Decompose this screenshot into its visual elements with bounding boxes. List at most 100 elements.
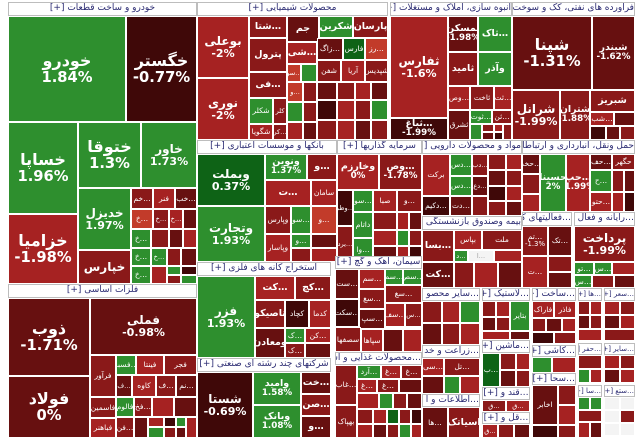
stock-tile[interactable] <box>373 424 387 438</box>
stock-tile[interactable] <box>620 410 635 423</box>
stock-tile[interactable]: …غ <box>357 379 377 393</box>
stock-tile[interactable]: تاصیکو <box>255 300 285 328</box>
stock-tile[interactable] <box>397 212 409 230</box>
stock-tile[interactable] <box>373 409 387 424</box>
stock-tile[interactable]: …کت <box>255 276 295 300</box>
stock-tile[interactable] <box>488 201 506 216</box>
stock-tile[interactable]: …خ <box>131 229 151 248</box>
stock-tile[interactable] <box>620 369 635 383</box>
stock-tile[interactable]: …تم -1.3% <box>522 226 548 256</box>
stock-tile[interactable] <box>337 100 355 120</box>
stock-tile[interactable] <box>454 262 474 288</box>
sector-header-lastik[interactable]: …لاستیک [+] <box>482 288 530 301</box>
stock-tile[interactable]: …ت <box>265 180 311 206</box>
stock-tile[interactable]: خدیزل 1.97% <box>78 188 131 250</box>
stock-tile[interactable]: خودرو 1.84% <box>8 16 126 122</box>
stock-tile[interactable] <box>399 424 411 438</box>
stock-tile[interactable]: …خ <box>151 248 167 266</box>
stock-tile[interactable] <box>522 194 540 212</box>
stock-tile[interactable]: …خ <box>131 248 151 266</box>
sector-header-haml[interactable]: حمل ونقل، انبارداری و ارتباطات [+] <box>522 140 635 154</box>
stock-tile[interactable] <box>590 422 602 438</box>
stock-tile[interactable]: ونوین 1.37% <box>265 154 307 180</box>
stock-tile[interactable] <box>510 331 530 340</box>
stock-tile[interactable] <box>317 120 337 140</box>
stock-tile[interactable] <box>337 82 355 100</box>
stock-tile[interactable] <box>604 301 620 315</box>
stock-tile[interactable] <box>409 230 422 246</box>
stock-tile[interactable]: جم <box>287 16 319 42</box>
sector-header-anbooh[interactable]: انبوه سازی، املاک و مستغلات [+] <box>390 2 512 16</box>
stock-tile[interactable]: …س <box>574 275 592 288</box>
stock-tile[interactable] <box>548 272 572 288</box>
stock-tile[interactable]: …وظر <box>337 190 353 226</box>
stock-tile[interactable] <box>590 369 602 383</box>
stock-tile[interactable]: …صن <box>301 394 331 416</box>
stock-tile[interactable] <box>174 397 197 417</box>
stock-tile[interactable]: …ق <box>482 424 498 438</box>
stock-tile[interactable] <box>482 317 496 331</box>
stock-tile[interactable] <box>311 248 337 262</box>
stock-tile[interactable] <box>373 212 397 230</box>
stock-tile[interactable]: وآذر <box>478 52 512 86</box>
stock-tile[interactable]: …و <box>311 206 337 234</box>
stock-tile[interactable]: خساپا 1.96% <box>8 122 78 214</box>
stock-tile[interactable] <box>488 154 506 170</box>
stock-tile[interactable]: …سغ <box>359 289 385 309</box>
stock-tile[interactable]: ثامید <box>448 52 478 86</box>
stock-tile[interactable]: وپاسار <box>265 234 291 262</box>
stock-tile[interactable] <box>387 424 399 438</box>
stock-tile[interactable]: …سغ <box>385 285 422 303</box>
sector-header-komaki[interactable]: …فعالیتهای کمکی [+] <box>522 212 572 226</box>
stock-tile[interactable] <box>399 379 422 393</box>
stock-tile[interactable]: …ک <box>285 328 305 343</box>
stock-tile[interactable]: …ثوت <box>470 110 492 124</box>
sector-header-rayaneh[interactable]: …رایانه و فعال [+] <box>574 212 635 226</box>
stock-tile[interactable]: …دس <box>450 154 472 176</box>
stock-tile[interactable]: …کت <box>422 262 454 288</box>
stock-tile[interactable] <box>498 424 514 438</box>
stock-tile[interactable]: حگهر <box>612 154 635 170</box>
stock-tile[interactable]: …شتا <box>249 16 287 38</box>
stock-tile[interactable]: …دب <box>472 154 488 176</box>
sector-header-ghand[interactable]: …قند و [+] <box>482 387 530 400</box>
stock-tile[interactable]: …س <box>405 303 422 327</box>
stock-tile[interactable] <box>422 323 442 345</box>
stock-tile[interactable]: …غاب <box>335 365 357 405</box>
stock-tile[interactable] <box>506 186 522 201</box>
stock-tile[interactable]: شتران-1.88% <box>560 90 590 140</box>
stock-tile[interactable]: …حتو <box>590 192 612 212</box>
stock-tile[interactable]: شبریز <box>590 90 635 112</box>
stock-tile[interactable]: …شب <box>590 112 614 126</box>
stock-tile[interactable]: …دکیم <box>422 196 450 216</box>
stock-tile[interactable]: فرآور <box>90 355 116 397</box>
sector-header-daroo[interactable]: مواد و محصولات دارویی [+] <box>422 140 522 154</box>
stock-tile[interactable]: پرداخت -1.99% <box>574 226 635 262</box>
stock-tile[interactable]: …خب <box>175 188 197 209</box>
sector-header-nafti[interactable]: فرآورده های نفتی، کک و سوخت هسته ای [+] <box>512 2 635 16</box>
stock-tile[interactable] <box>181 275 197 284</box>
stock-tile[interactable]: ومعادن <box>255 328 285 358</box>
sector-header-setad[interactable]: …ستع [+] <box>604 385 635 397</box>
stock-tile[interactable]: کاوه <box>132 375 156 397</box>
stock-tile[interactable] <box>134 417 148 438</box>
sector-header-saha[interactable]: …سحا [+] <box>532 373 576 385</box>
stock-tile[interactable]: …ق <box>482 400 506 412</box>
stock-tile[interactable]: ثفارس -1.6% <box>390 16 448 118</box>
stock-tile[interactable]: …تک <box>548 226 572 256</box>
stock-tile[interactable]: …بسا <box>422 230 454 262</box>
stock-tile[interactable] <box>620 315 635 329</box>
stock-tile[interactable] <box>167 266 181 275</box>
stock-tile[interactable] <box>355 100 371 120</box>
stock-tile[interactable] <box>488 186 506 201</box>
stock-tile[interactable] <box>614 112 635 126</box>
stock-tile[interactable] <box>488 170 506 186</box>
stock-tile[interactable] <box>620 355 635 369</box>
stock-tile[interactable] <box>407 393 422 409</box>
stock-tile[interactable]: ثاخت <box>470 86 494 110</box>
stock-tile[interactable] <box>516 353 530 370</box>
stock-tile[interactable] <box>460 301 480 323</box>
stock-tile[interactable] <box>291 248 311 262</box>
stock-tile[interactable]: …ست <box>335 269 359 299</box>
stock-tile[interactable] <box>514 424 530 438</box>
